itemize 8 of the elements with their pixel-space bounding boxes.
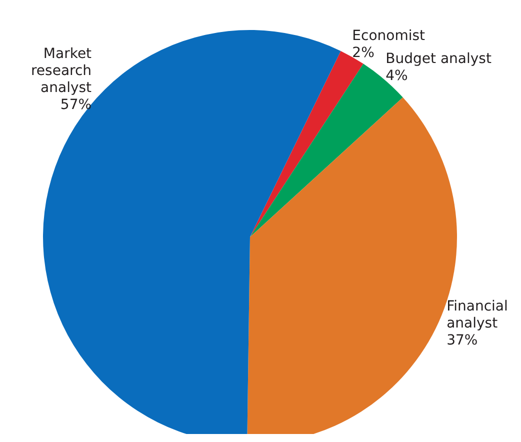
data-label: 37%: [446, 332, 478, 349]
data-label: 2%: [352, 44, 374, 61]
slice-label: Market research analyst: [30, 46, 92, 96]
slice-label: Budget analyst: [386, 51, 492, 68]
slice-label: Economist: [352, 28, 426, 44]
data-label: 57%: [60, 97, 92, 114]
slice-label: Financial analyst: [446, 298, 508, 332]
data-label: 4%: [386, 68, 408, 84]
